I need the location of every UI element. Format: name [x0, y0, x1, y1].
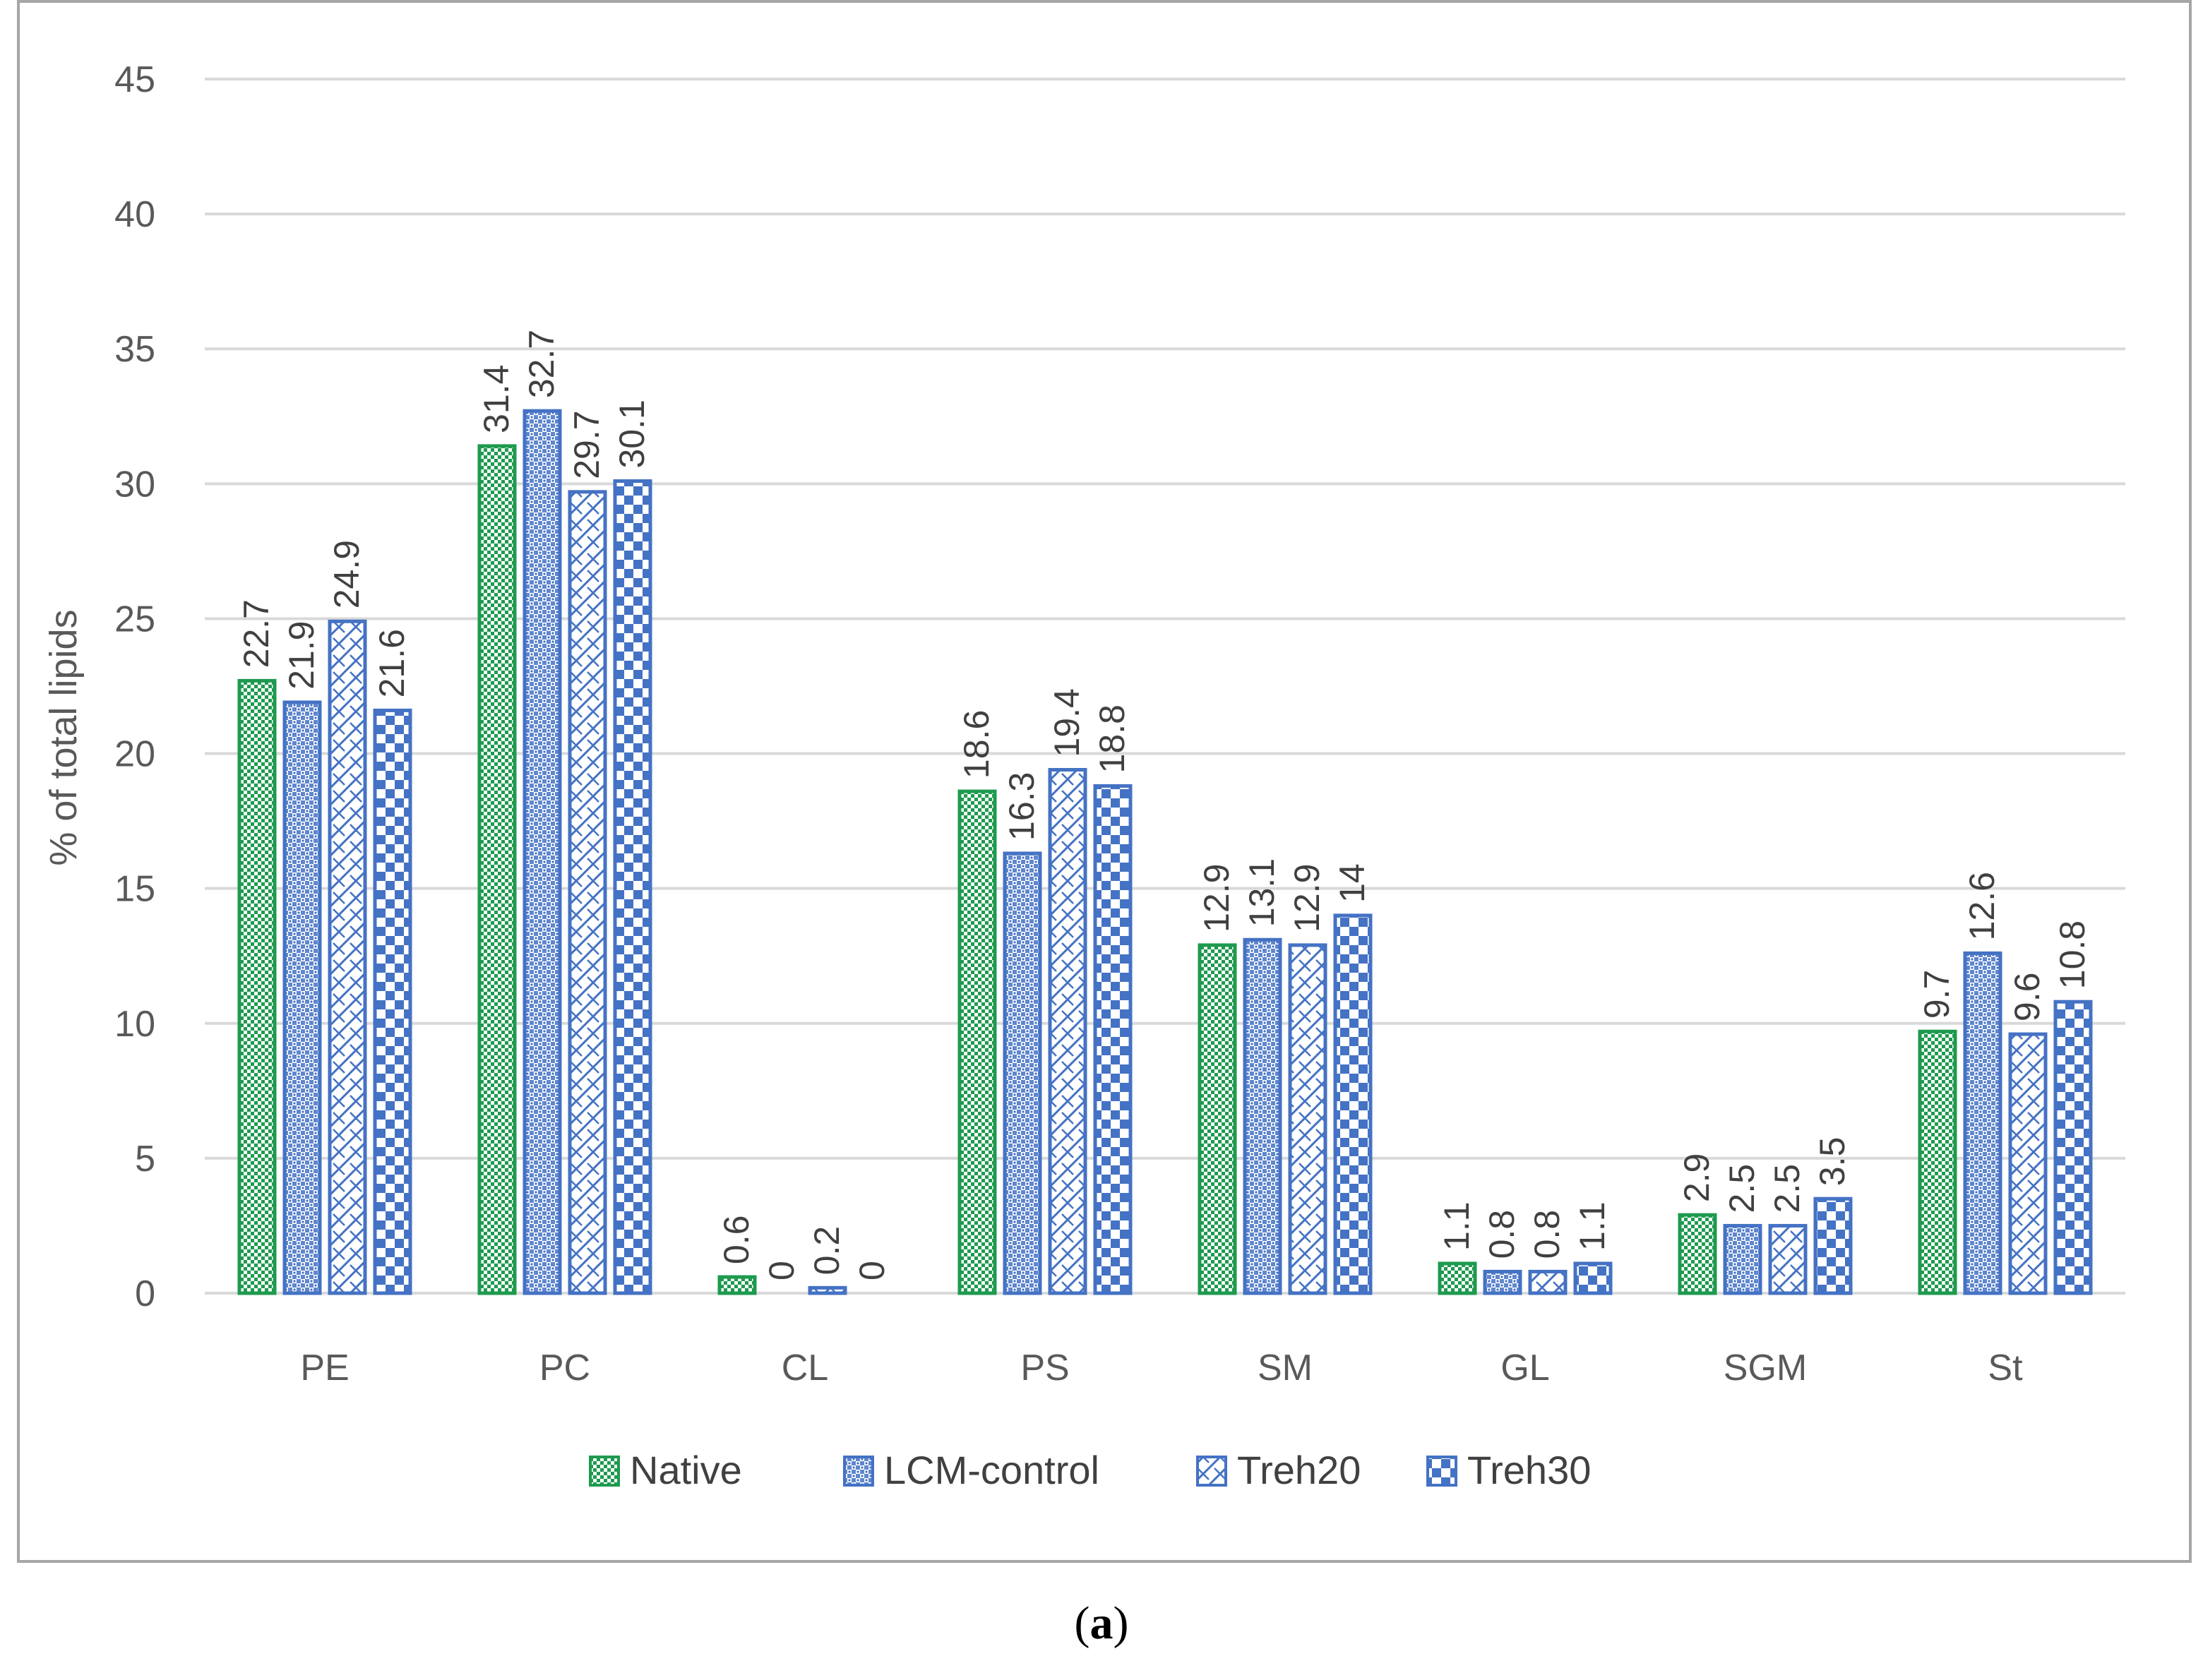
bar-pc-native [477, 444, 517, 1295]
bar-sm-treh20 [1288, 943, 1327, 1295]
bar-pc-treh30 [613, 479, 652, 1295]
legend-label: Native [630, 1448, 742, 1492]
data-label: 0.6 [717, 1216, 756, 1265]
x-tick-label: SGM [1724, 1348, 1807, 1388]
data-label: 18.6 [957, 710, 996, 779]
legend-swatch-native [589, 1456, 620, 1487]
bar-sgm-treh30 [1813, 1196, 1853, 1295]
bar-gl-lcm-control [1483, 1269, 1522, 1295]
data-label: 13.1 [1242, 858, 1282, 927]
bar-st-treh20 [2008, 1032, 2048, 1295]
x-tick-label: GL [1500, 1348, 1549, 1388]
bar-cl-native [717, 1275, 757, 1295]
x-tick-label: PS [1020, 1348, 1069, 1388]
bar-ps-treh30 [1093, 784, 1133, 1295]
bar-cl-treh20 [808, 1285, 847, 1295]
y-tick-label: 30 [114, 464, 155, 505]
legend-swatch-lcm-control [843, 1456, 874, 1487]
bar-ps-native [957, 789, 997, 1295]
y-tick-label: 0 [135, 1273, 155, 1314]
caption-close: ) [1113, 1597, 1129, 1649]
x-tick-label: PE [300, 1348, 349, 1388]
data-labels: 22.7 21.924.921.6 31.432.729.7 30.1 0.6 0 0.2 0… [237, 330, 2092, 1280]
bar-sgm-treh20 [1768, 1223, 1808, 1295]
data-label: 2.5 [1722, 1164, 1762, 1213]
data-label: 22.7 [237, 599, 276, 668]
x-tick-label: St [1988, 1348, 2023, 1388]
data-label: 12.9 [1287, 864, 1327, 932]
data-label: 12.6 [1962, 872, 2002, 940]
data-label: 1.1 [1572, 1201, 1612, 1251]
data-label: 0.8 [1527, 1210, 1567, 1259]
data-label: 0.8 [1482, 1210, 1522, 1259]
data-label: 9.6 [2007, 973, 2047, 1022]
data-label: 29.7 [567, 410, 607, 479]
data-label: 18.8 [1092, 704, 1132, 773]
legend-swatch-treh30 [1426, 1456, 1457, 1487]
bar-sm-treh30 [1333, 913, 1373, 1295]
bar-st-native [1918, 1029, 1957, 1295]
y-tick-label: 10 [114, 1004, 155, 1045]
legend-swatch-treh20 [1196, 1456, 1227, 1487]
data-label: 0 [852, 1261, 892, 1280]
bar-sm-lcm-control [1243, 937, 1282, 1295]
bar-pe-lcm-control [282, 700, 322, 1295]
data-label: 9.7 [1917, 970, 1957, 1019]
data-label: 32.7 [522, 330, 561, 398]
y-tick-label: 5 [135, 1139, 155, 1180]
y-axis-ticks: 0 5 10 15 20 25 30 35 40 45 [114, 59, 155, 1314]
data-label: 10.8 [2053, 920, 2092, 989]
bar-gl-treh30 [1573, 1261, 1613, 1295]
data-label: 2.9 [1677, 1153, 1717, 1203]
data-label: 0.2 [807, 1226, 847, 1276]
data-label: 19.4 [1047, 688, 1087, 757]
legend: Native LCM-control Treh20 Treh30 [589, 1448, 1591, 1492]
bar-pe-treh20 [328, 619, 367, 1295]
bar-sgm-native [1678, 1213, 1717, 1295]
y-tick-label: 35 [114, 329, 155, 370]
y-tick-label: 15 [114, 869, 155, 910]
y-tick-label: 20 [114, 734, 155, 775]
legend-label: LCM-control [884, 1448, 1099, 1492]
bar-st-treh30 [2053, 1000, 2093, 1295]
bar-st-lcm-control [1963, 951, 2002, 1295]
bar-sgm-lcm-control [1723, 1223, 1762, 1295]
bar-pe-treh30 [373, 708, 412, 1295]
y-tick-label: 40 [114, 194, 155, 235]
caption-open: ( [1074, 1597, 1090, 1649]
data-label: 21.6 [372, 629, 412, 697]
bar-ps-treh20 [1048, 767, 1087, 1295]
bar-sm-native [1198, 943, 1237, 1295]
data-label: 24.9 [327, 540, 366, 608]
bars [237, 409, 2093, 1295]
y-tick-label: 25 [114, 599, 155, 640]
bar-pc-lcm-control [523, 409, 562, 1295]
data-label: 16.3 [1002, 772, 1041, 841]
data-label: 14 [1332, 863, 1372, 903]
bar-ps-lcm-control [1003, 851, 1042, 1295]
legend-label: Treh20 [1237, 1448, 1361, 1492]
data-label: 30.1 [612, 400, 652, 468]
y-tick-label: 45 [114, 59, 155, 100]
bar-pe-native [237, 678, 277, 1295]
caption-letter: a [1089, 1597, 1114, 1649]
figure-caption: (a) [0, 1597, 2203, 1650]
y-axis-label: % of total lipids [42, 609, 85, 865]
bar-gl-treh20 [1528, 1269, 1568, 1295]
bar-gl-native [1438, 1261, 1477, 1295]
data-label: 1.1 [1437, 1201, 1476, 1251]
data-label: 21.9 [282, 621, 321, 690]
x-tick-label: PC [539, 1348, 590, 1388]
data-label: 0 [762, 1261, 801, 1280]
x-tick-label: SM [1258, 1348, 1313, 1388]
data-label: 3.5 [1813, 1137, 1852, 1187]
data-label: 31.4 [477, 364, 516, 433]
data-label: 2.5 [1767, 1164, 1807, 1213]
legend-label: Treh30 [1467, 1448, 1591, 1492]
data-label: 12.9 [1197, 864, 1236, 932]
x-axis-ticks: PE PC CL PS SM GL SGM St [300, 1348, 2023, 1388]
x-tick-label: CL [782, 1348, 828, 1388]
bar-pc-treh20 [568, 490, 607, 1295]
